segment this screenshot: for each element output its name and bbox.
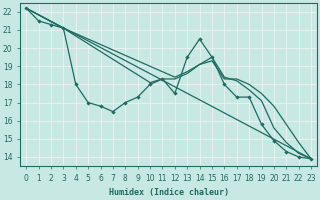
- X-axis label: Humidex (Indice chaleur): Humidex (Indice chaleur): [108, 188, 228, 197]
